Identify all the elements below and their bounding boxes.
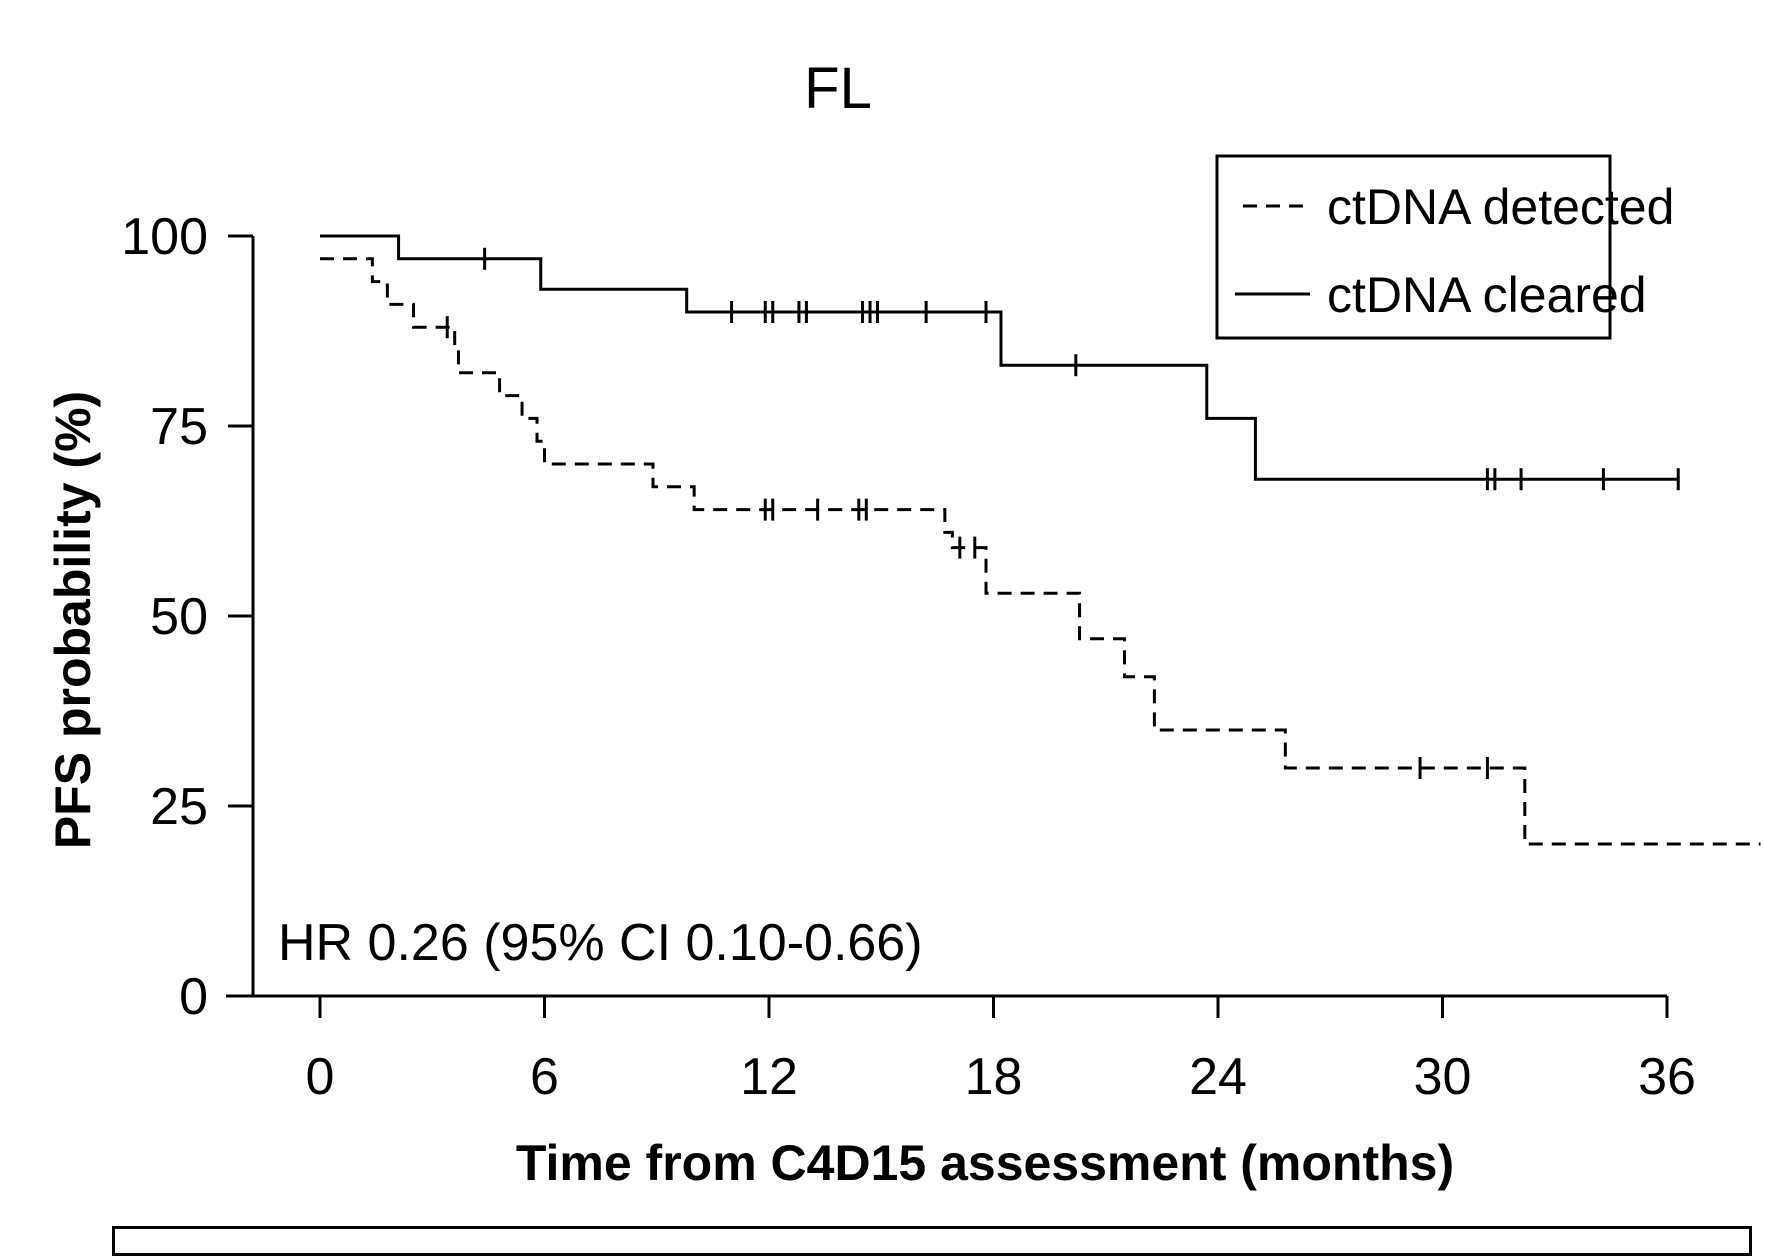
- x-tick-label-6: 36: [1638, 1048, 1696, 1106]
- y-tick-label-2: 50: [150, 588, 208, 646]
- y-axis-label: PFS probability (%): [45, 391, 101, 849]
- chart-title: FL: [804, 56, 872, 121]
- lower-panel-frame: [112, 1226, 1752, 1256]
- x-tick-label-2: 12: [740, 1048, 798, 1106]
- x-tick-label-4: 24: [1189, 1048, 1247, 1106]
- x-tick-label-3: 18: [965, 1048, 1023, 1106]
- y-tick-label-4: 100: [121, 208, 208, 266]
- legend-label-detected: ctDNA detected: [1327, 179, 1674, 235]
- series-line-ctdna-detected: [320, 259, 1761, 844]
- x-ticks: 0 6 12 18 24 30 36: [306, 996, 1696, 1106]
- y-ticks: 0 25 50 75 100: [121, 208, 253, 1026]
- legend: ctDNA detected ctDNA cleared: [1217, 156, 1674, 338]
- hazard-ratio-annotation: HR 0.26 (95% CI 0.10-0.66): [278, 914, 923, 972]
- legend-label-cleared: ctDNA cleared: [1327, 267, 1647, 323]
- y-tick-label-3: 75: [150, 398, 208, 456]
- axes: [226, 236, 1667, 996]
- x-tick-label-5: 30: [1414, 1048, 1472, 1106]
- x-tick-label-1: 6: [530, 1048, 559, 1106]
- x-axis-label: Time from C4D15 assessment (months): [516, 1135, 1454, 1191]
- y-tick-label-0: 0: [179, 968, 208, 1026]
- x-tick-label-0: 0: [306, 1048, 335, 1106]
- y-tick-label-1: 25: [150, 778, 208, 836]
